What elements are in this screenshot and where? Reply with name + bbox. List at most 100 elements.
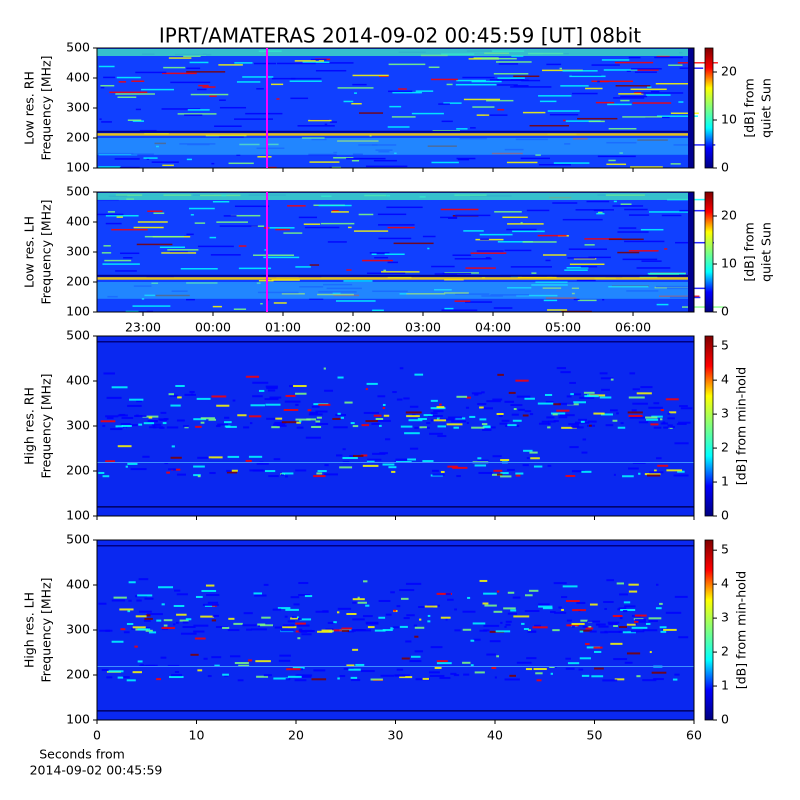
- texture-cell: [550, 672, 553, 675]
- texture-cell: [267, 389, 276, 392]
- texture-cell: [427, 620, 431, 623]
- texture-cell: [463, 673, 470, 676]
- x-tick-label: 06:00: [615, 320, 651, 335]
- texture-cell: [497, 84, 518, 86]
- texture-cell: [392, 391, 397, 394]
- texture-cell: [159, 246, 186, 249]
- texture-cell: [482, 407, 494, 410]
- texture-cell: [538, 605, 553, 608]
- texture-cell: [190, 93, 229, 96]
- texture-cell: [566, 624, 579, 627]
- y-axis-label: Frequency [MHz]: [39, 373, 54, 478]
- texture-cell: [552, 413, 558, 416]
- texture-cell: [341, 627, 353, 630]
- texture-cell: [497, 373, 504, 376]
- texture-cell: [630, 68, 662, 70]
- texture-cell: [182, 621, 189, 624]
- texture-cell: [168, 468, 176, 471]
- texture-cell: [513, 408, 517, 411]
- texture-cell: [311, 678, 327, 681]
- texture-cell: [170, 674, 183, 677]
- texture-cell: [234, 662, 249, 665]
- texture-cell: [226, 471, 238, 474]
- texture-cell: [150, 420, 158, 423]
- texture-cell: [343, 100, 354, 103]
- texture-cell: [423, 414, 433, 417]
- y-tick-label: 200: [66, 274, 90, 289]
- texture-cell: [591, 64, 620, 66]
- texture-cell: [414, 650, 424, 653]
- texture-cell: [276, 62, 316, 65]
- texture-cell: [441, 120, 453, 123]
- texture-cell: [382, 463, 395, 466]
- texture-cell: [189, 61, 209, 64]
- texture-cell: [186, 233, 194, 236]
- colorbar-tick-label: 5: [721, 338, 729, 353]
- texture-cell: [396, 398, 403, 401]
- texture-cell: [632, 388, 640, 391]
- texture-cell: [144, 235, 184, 238]
- texture-cell: [634, 614, 647, 617]
- texture-cell: [576, 279, 596, 282]
- texture-cell: [186, 71, 226, 73]
- texture-cell: [105, 222, 122, 225]
- texture-cell: [433, 410, 444, 413]
- texture-cell: [324, 389, 334, 392]
- texture-cell: [603, 600, 614, 603]
- texture-cell: [580, 619, 588, 622]
- texture-cell: [190, 653, 199, 656]
- texture-cell: [447, 598, 454, 601]
- texture-cell: [358, 112, 384, 114]
- texture-cell: [137, 594, 153, 597]
- texture-cell: [573, 298, 580, 301]
- texture-cell: [629, 69, 659, 71]
- texture-cell: [352, 454, 364, 457]
- texture-cell: [256, 675, 269, 678]
- texture-cell: [308, 119, 332, 122]
- texture-cell: [369, 134, 372, 137]
- texture-cell: [395, 458, 410, 461]
- y-axis-label: Frequency [MHz]: [39, 577, 54, 682]
- texture-cell: [462, 610, 476, 613]
- texture-cell: [638, 472, 641, 475]
- texture-cell: [100, 420, 116, 423]
- texture-cell: [356, 629, 372, 632]
- texture-cell: [660, 409, 664, 412]
- texture-cell: [383, 414, 390, 417]
- texture-cell: [342, 457, 358, 460]
- texture-cell: [311, 426, 322, 429]
- texture-cell: [456, 128, 468, 130]
- texture-cell: [152, 426, 157, 429]
- texture-cell: [535, 672, 543, 675]
- texture-cell: [337, 607, 352, 610]
- texture-cell: [102, 263, 140, 265]
- texture-cell: [529, 451, 538, 454]
- texture-cell: [593, 209, 604, 212]
- texture-cell: [309, 161, 340, 163]
- texture-cell: [271, 77, 296, 80]
- texture-cell: [295, 392, 307, 395]
- texture-cell: [271, 279, 300, 281]
- texture-cell: [442, 272, 472, 275]
- texture-cell: [598, 625, 609, 628]
- texture-cell: [337, 677, 340, 680]
- texture-cell: [645, 94, 671, 96]
- texture-cell: [570, 393, 582, 396]
- texture-cell: [566, 619, 572, 622]
- figure-title: IPRT/AMATERAS 2014-09-02 00:45:59 [UT] 0…: [159, 24, 641, 48]
- texture-cell: [299, 420, 302, 423]
- texture-cell: [238, 664, 250, 667]
- texture-cell: [585, 627, 594, 630]
- texture-cell: [603, 69, 638, 71]
- texture-cell: [126, 679, 136, 682]
- texture-cell: [427, 614, 431, 617]
- texture-cell: [489, 640, 501, 643]
- texture-cell: [622, 475, 634, 478]
- texture-cell: [315, 610, 329, 613]
- texture-cell: [146, 158, 150, 160]
- texture-cell: [582, 625, 587, 628]
- texture-cell: [505, 620, 512, 623]
- texture-cell: [562, 218, 603, 221]
- texture-cell: [134, 645, 138, 648]
- texture-cell: [438, 103, 450, 105]
